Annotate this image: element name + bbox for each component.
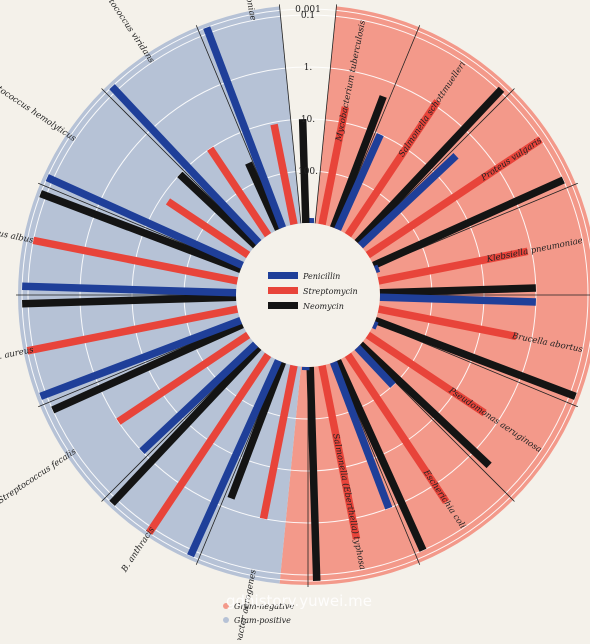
bar-streptomycin bbox=[259, 364, 298, 520]
bar-streptomycin bbox=[207, 146, 272, 238]
bar-streptomycin bbox=[26, 305, 239, 355]
bar-streptomycin bbox=[318, 106, 350, 226]
bar-penicillin bbox=[374, 264, 381, 273]
legend-label-penicillin: Penicillin bbox=[302, 272, 340, 281]
gram-legend-label: Gram-positive bbox=[234, 616, 291, 625]
bar-streptomycin bbox=[344, 99, 441, 238]
bar-neomycin bbox=[372, 176, 565, 269]
bar-neomycin bbox=[357, 341, 492, 469]
scale-label: 1. bbox=[304, 63, 313, 73]
bar-neomycin bbox=[109, 344, 262, 506]
scale-label: 100. bbox=[298, 167, 318, 177]
bacterium-label: Streptococcus hemolyticus bbox=[0, 71, 78, 144]
bar-streptomycin bbox=[270, 123, 298, 226]
bar-neomycin bbox=[177, 171, 259, 249]
bar-neomycin bbox=[22, 293, 237, 308]
bar-penicillin bbox=[45, 174, 244, 269]
scale-label: 0.1 bbox=[301, 11, 315, 21]
watermark-text: gdhistory.yuwei.me bbox=[226, 592, 372, 610]
bar-streptomycin bbox=[377, 305, 517, 341]
gap-divider bbox=[278, 4, 302, 224]
bar-streptomycin bbox=[318, 364, 361, 540]
bar-penicillin bbox=[301, 366, 310, 371]
bar-penicillin bbox=[187, 359, 282, 558]
bar-neomycin bbox=[39, 190, 242, 273]
legend-swatch-penicillin bbox=[268, 272, 298, 279]
bar-neomycin bbox=[379, 284, 537, 297]
bar-penicillin bbox=[39, 317, 242, 400]
bar-penicillin bbox=[139, 341, 259, 454]
bar-streptomycin bbox=[32, 236, 239, 285]
bar-penicillin bbox=[203, 26, 286, 229]
bar-neomycin bbox=[227, 361, 286, 500]
bar-streptomycin bbox=[365, 136, 543, 259]
gram-legend-dot bbox=[223, 603, 229, 609]
bar-streptomycin bbox=[145, 352, 272, 535]
bar-neomycin bbox=[51, 321, 244, 414]
bar-layer bbox=[22, 26, 577, 581]
scale-label: 10. bbox=[301, 115, 315, 125]
bar-streptomycin bbox=[377, 247, 529, 285]
bar-neomycin bbox=[374, 317, 577, 400]
legend-swatch-neomycin bbox=[268, 302, 298, 309]
bar-penicillin bbox=[334, 132, 384, 231]
legend-layer: Penicillin Streptomycin Neomycin Gram-negat… bbox=[223, 272, 358, 625]
gap-divider bbox=[314, 4, 338, 224]
legend-label-neomycin: Neomycin bbox=[302, 302, 344, 311]
bar-neomycin bbox=[245, 161, 282, 231]
scale-label: 0.001 bbox=[295, 5, 321, 15]
bar-streptomycin bbox=[344, 352, 450, 504]
bar-penicillin bbox=[109, 84, 262, 246]
legend-label-streptomycin: Streptomycin bbox=[303, 287, 358, 296]
bar-penicillin bbox=[354, 344, 396, 388]
bar-neomycin bbox=[298, 118, 310, 224]
bacterium-label: Streptococcus fecalis bbox=[0, 446, 79, 506]
bar-neomycin bbox=[334, 359, 427, 552]
bacterium-label: B. anthracis bbox=[119, 525, 157, 575]
bar-penicillin bbox=[22, 282, 237, 297]
bar-neomycin bbox=[306, 366, 321, 581]
gram-legend-dot bbox=[223, 617, 229, 623]
bar-penicillin bbox=[330, 361, 393, 510]
bar-penicillin bbox=[372, 321, 379, 330]
bar-streptomycin bbox=[365, 331, 487, 417]
bacterium-label: Streptococcus viridans bbox=[93, 0, 157, 66]
bar-streptomycin bbox=[165, 198, 251, 259]
bar-penicillin bbox=[357, 153, 459, 249]
bar-penicillin bbox=[379, 293, 537, 306]
legend-swatch-streptomycin bbox=[268, 287, 298, 294]
bar-streptomycin bbox=[116, 331, 251, 425]
bar-neomycin bbox=[354, 86, 505, 246]
gram-legend-label: Gram-negative bbox=[234, 602, 294, 611]
bar-neomycin bbox=[330, 95, 387, 229]
